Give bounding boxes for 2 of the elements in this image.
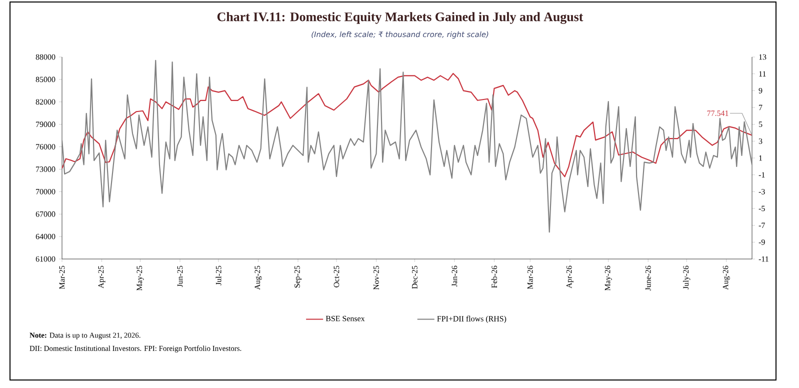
- chart-title: Chart IV.11: Domestic Equity Markets Gained in July and August: [217, 12, 584, 24]
- line-series: [62, 72, 752, 178]
